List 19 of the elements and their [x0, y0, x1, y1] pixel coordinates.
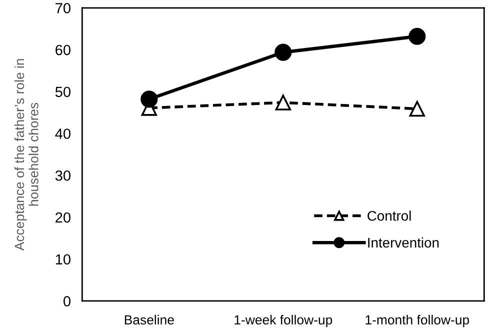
point: [275, 94, 291, 110]
x-tick-label: 1-month follow-up: [366, 314, 470, 328]
y-tick-label: 0: [64, 296, 70, 306]
y-tick-label: 70: [56, 3, 70, 14]
y-tick-label: 40: [55, 128, 70, 139]
y-tick-label: 10: [56, 254, 70, 265]
x-tick-label: 1-week follow-up: [234, 314, 332, 328]
point: [274, 44, 292, 61]
y-tick-label: 50: [55, 86, 70, 98]
point: [408, 28, 426, 45]
point: [409, 100, 425, 117]
y-tick-label: 60: [56, 44, 70, 56]
y-tick-label: 20: [56, 212, 70, 223]
legend-label: Intervention: [368, 237, 439, 248]
point: [140, 90, 158, 108]
x-tick-label: Baseline: [124, 314, 174, 325]
y-axis-title: Acceptance of the father’s role in household chores: [14, 59, 38, 251]
y-tick-label: 30: [55, 170, 70, 181]
legend-label: Control: [368, 210, 411, 221]
